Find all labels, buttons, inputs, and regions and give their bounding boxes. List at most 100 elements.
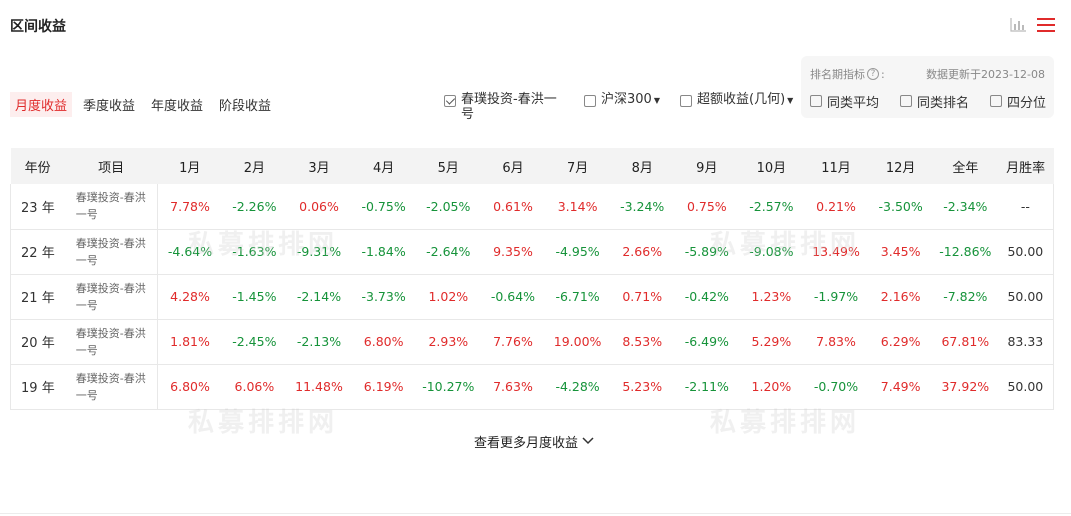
return-cell: -2.11%: [674, 364, 740, 410]
section-title: 区间收益: [10, 19, 66, 35]
table-row: 19 年春璞投资-春洪 一号 6.80% 6.06% 11.48% 6.19% -10.2…: [9, 364, 1054, 410]
checkbox-icon[interactable]: [900, 95, 912, 107]
return-cell: -12.86%: [932, 229, 998, 275]
column-header: 10月: [739, 148, 804, 184]
table-header-row: 年份 项目 1月 2月 3月 4月 5月 6月 7月 8月 9月 10月 11月 12月 全年 月胜率: [10, 148, 1054, 184]
return-cell: 6.80%: [351, 319, 416, 365]
column-header: 3月: [286, 148, 352, 184]
help-icon[interactable]: ?: [867, 68, 879, 80]
return-cell: 5.23%: [609, 364, 675, 410]
return-cell: -2.13%: [286, 319, 352, 365]
return-cell: -1.45%: [222, 274, 287, 320]
return-cell: 7.49%: [868, 364, 933, 410]
column-header: 9月: [674, 148, 740, 184]
return-cell: -1.84%: [351, 229, 416, 275]
tab-3[interactable]: 阶段收益: [219, 99, 272, 114]
return-cell: -0.42%: [674, 274, 740, 320]
show-more-label: 查看更多月度收益: [474, 436, 579, 451]
series-checkbox-1[interactable]: 沪深300 ▼: [584, 92, 680, 122]
return-cell: -9.08%: [739, 229, 804, 275]
bar-chart-icon[interactable]: [1009, 16, 1027, 34]
column-header: 11月: [803, 148, 869, 184]
checkbox-icon[interactable]: [444, 95, 456, 107]
return-cell: -7.82%: [932, 274, 998, 320]
return-cell: 6.29%: [868, 319, 933, 365]
series-checkbox-0[interactable]: 春璞投资-春洪一 号: [444, 92, 584, 122]
return-cell: 4.28%: [157, 274, 223, 320]
return-cell: -2.14%: [286, 274, 352, 320]
year-cell: 20 年: [9, 319, 65, 365]
return-cell: 5.29%: [739, 319, 804, 365]
column-header: 1月: [157, 148, 223, 184]
return-cell: -2.57%: [739, 184, 804, 230]
ranking-checkbox-label: 同类平均: [827, 96, 880, 111]
ranking-label-group: 排名期指标 ? :: [810, 66, 885, 82]
show-more-link[interactable]: 查看更多月度收益: [474, 432, 594, 451]
table-row: 20 年春璞投资-春洪 一号 1.81% -2.45% -2.13% 6.80% 2.93…: [9, 319, 1054, 365]
return-cell: -2.34%: [932, 184, 998, 230]
column-header: 12月: [868, 148, 933, 184]
return-cell: -2.05%: [415, 184, 481, 230]
return-cell: 19.00%: [545, 319, 610, 365]
return-cell: 0.06%: [286, 184, 352, 230]
bottom-divider: [0, 513, 1071, 514]
year-cell: 23 年: [9, 184, 65, 230]
return-cell: 1.81%: [157, 319, 223, 365]
column-header: 全年: [932, 148, 998, 184]
chevron-down-icon: [582, 434, 594, 449]
item-cell: 春璞投资-春洪 一号: [64, 364, 158, 410]
ranking-checks: 同类平均 同类排名 四分位: [810, 92, 1050, 111]
ranking-checkbox-0[interactable]: 同类平均: [810, 92, 900, 111]
caret-down-icon[interactable]: ▼: [787, 96, 794, 105]
checkbox-icon[interactable]: [810, 95, 822, 107]
ranking-label: 排名期指标: [810, 68, 865, 81]
return-cell: 13.49%: [803, 229, 869, 275]
tab-2[interactable]: 年度收益: [151, 99, 204, 114]
return-cell: -4.95%: [545, 229, 610, 275]
tab-1[interactable]: 季度收益: [83, 99, 136, 114]
update-date: 数据更新于2023-12-08: [926, 68, 1045, 81]
return-cell: 3.45%: [868, 229, 933, 275]
return-cell: -3.24%: [609, 184, 675, 230]
tab-0[interactable]: 月度收益: [10, 92, 73, 117]
ranking-checkbox-1[interactable]: 同类排名: [900, 92, 990, 111]
return-cell: -0.64%: [480, 274, 546, 320]
ranking-checkbox-2[interactable]: 四分位: [990, 92, 1050, 111]
monthly-returns-table: 年份 项目 1月 2月 3月 4月 5月 6月 7月 8月 9月 10月 11月 12月 全年 月胜率 23 …: [9, 148, 1054, 410]
return-cell: 0.21%: [803, 184, 869, 230]
column-header: 7月: [545, 148, 610, 184]
item-cell: 春璞投资-春洪 一号: [64, 184, 158, 230]
table-body: 23 年春璞投资-春洪 一号 7.78% -2.26% 0.06% -0.75% -2.0…: [9, 184, 1054, 410]
checkbox-icon[interactable]: [680, 95, 692, 107]
checkbox-icon[interactable]: [990, 95, 1002, 107]
table-row: 22 年春璞投资-春洪 一号 -4.64% -1.63% -9.31% -1.84% -2…: [9, 229, 1054, 275]
column-header: 年份: [10, 148, 65, 184]
return-cell: -2.45%: [222, 319, 287, 365]
return-cell: -4.64%: [157, 229, 223, 275]
return-cell: 7.78%: [157, 184, 223, 230]
return-cell: -2.64%: [415, 229, 481, 275]
series-checks: 春璞投资-春洪一 号沪深300 ▼ 超额收益(几何) ▼: [444, 92, 802, 122]
return-cell: 37.92%: [932, 364, 998, 410]
ranking-colon: :: [881, 67, 885, 81]
menu-icon[interactable]: [1037, 16, 1055, 34]
column-header: 8月: [609, 148, 675, 184]
return-cell: 2.93%: [415, 319, 481, 365]
year-cell: 22 年: [9, 229, 65, 275]
caret-down-icon[interactable]: ▼: [653, 96, 660, 105]
return-cell: -0.70%: [803, 364, 869, 410]
return-cell: 2.66%: [609, 229, 675, 275]
year-cell: 21 年: [9, 274, 65, 320]
checkbox-icon[interactable]: [584, 95, 596, 107]
series-checkbox-2[interactable]: 超额收益(几何) ▼: [680, 92, 802, 122]
return-cell: 7.83%: [803, 319, 869, 365]
ranking-panel: 排名期指标 ? : 数据更新于2023-12-08 同类平均 同类排名 四分位: [801, 56, 1054, 118]
return-cell: 6.06%: [222, 364, 287, 410]
top-icons: [1009, 16, 1055, 34]
return-cell: 9.35%: [480, 229, 546, 275]
column-header: 项目: [64, 148, 158, 184]
item-cell: 春璞投资-春洪 一号: [64, 274, 158, 320]
column-header: 4月: [351, 148, 416, 184]
series-checkbox-label: 沪深300: [601, 92, 652, 107]
column-header: 月胜率: [997, 148, 1054, 184]
